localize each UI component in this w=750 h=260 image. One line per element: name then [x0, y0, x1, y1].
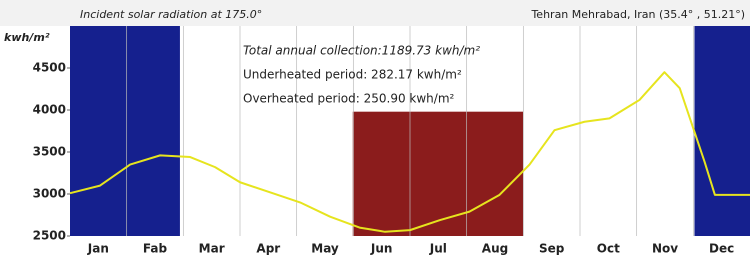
x-tick-label: Dec	[709, 242, 734, 256]
x-tick-label: May	[311, 242, 339, 256]
y-tick-label: 4500	[33, 61, 66, 75]
chart-title: Incident solar radiation at 175.0°	[80, 8, 262, 21]
y-tick-label: 3000	[33, 187, 66, 201]
period-region	[694, 26, 750, 236]
location: Tehran Mehrabad, Iran (35.4° , 51.21°)	[530, 8, 745, 21]
y-tick-label: 2500	[33, 229, 66, 243]
chart: Incident solar radiation at 175.0° Tehra…	[0, 0, 750, 260]
y-axis-label: kwh/m²	[4, 31, 50, 44]
y-tick-label: 3500	[33, 145, 66, 159]
x-tick-label: Jun	[370, 242, 393, 256]
x-tick-label: Apr	[256, 242, 280, 256]
x-tick-label: Jan	[87, 242, 109, 256]
annotation: Overheated period: 250.90 kwh/m²	[243, 92, 455, 106]
annotation: Total annual collection:1189.73 kwh/m²	[243, 44, 480, 58]
annotation: Underheated period: 282.17 kwh/m²	[243, 68, 462, 82]
x-tick-label: Oct	[597, 242, 620, 256]
x-tick-label: Fab	[143, 242, 168, 256]
period-region	[70, 26, 180, 236]
x-tick-label: Mar	[199, 242, 225, 256]
x-tick-label: Jul	[429, 242, 447, 256]
period-region	[353, 112, 524, 236]
x-tick-label: Sep	[539, 242, 565, 256]
plot	[67, 26, 750, 236]
y-tick-label: 4000	[33, 103, 66, 117]
x-tick-label: Aug	[482, 242, 508, 256]
x-tick-label: Nov	[652, 242, 678, 256]
